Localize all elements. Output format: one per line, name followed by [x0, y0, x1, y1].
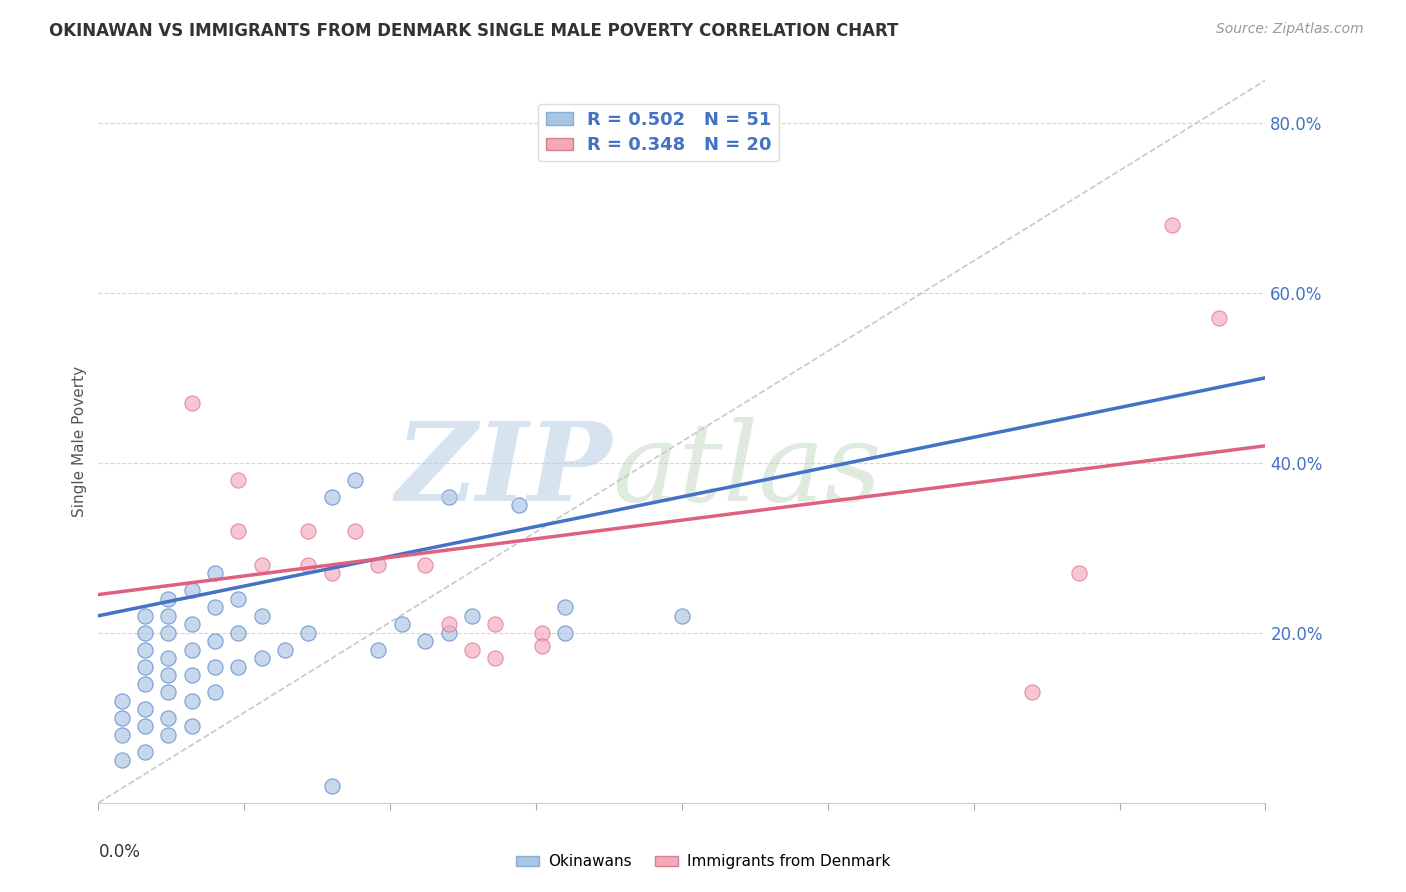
Point	[484, 651, 506, 665]
Point	[134, 642, 156, 657]
Point	[157, 668, 180, 682]
Point	[111, 753, 134, 767]
Text: atlas: atlas	[612, 417, 882, 524]
Point	[554, 600, 576, 615]
Text: ZIP: ZIP	[395, 417, 612, 524]
Point	[180, 396, 202, 410]
Text: 0.0%: 0.0%	[98, 843, 141, 861]
Point	[157, 625, 180, 640]
Point	[297, 558, 319, 572]
Text: OKINAWAN VS IMMIGRANTS FROM DENMARK SINGLE MALE POVERTY CORRELATION CHART: OKINAWAN VS IMMIGRANTS FROM DENMARK SING…	[49, 22, 898, 40]
Point	[134, 745, 156, 759]
Point	[134, 677, 156, 691]
Point	[157, 591, 180, 606]
Point	[134, 625, 156, 640]
Point	[508, 498, 530, 512]
Point	[204, 566, 226, 581]
Point	[274, 642, 297, 657]
Y-axis label: Single Male Poverty: Single Male Poverty	[72, 366, 87, 517]
Point	[367, 642, 389, 657]
Point	[391, 617, 413, 632]
Point	[228, 591, 250, 606]
Point	[180, 719, 202, 733]
Point	[671, 608, 693, 623]
Point	[204, 600, 226, 615]
Point	[111, 728, 134, 742]
Point	[530, 625, 553, 640]
Point	[1067, 566, 1090, 581]
Point	[437, 617, 460, 632]
Point	[228, 660, 250, 674]
Point	[297, 625, 319, 640]
Point	[344, 473, 367, 487]
Point	[180, 583, 202, 598]
Point	[157, 651, 180, 665]
Point	[413, 634, 436, 648]
Point	[134, 719, 156, 733]
Point	[157, 728, 180, 742]
Point	[437, 490, 460, 504]
Legend: Okinawans, Immigrants from Denmark: Okinawans, Immigrants from Denmark	[510, 848, 896, 875]
Point	[297, 524, 319, 538]
Point	[250, 558, 273, 572]
Point	[111, 711, 134, 725]
Point	[111, 694, 134, 708]
Text: Source: ZipAtlas.com: Source: ZipAtlas.com	[1216, 22, 1364, 37]
Point	[437, 625, 460, 640]
Point	[250, 608, 273, 623]
Legend: R = 0.502   N = 51, R = 0.348   N = 20: R = 0.502 N = 51, R = 0.348 N = 20	[538, 103, 779, 161]
Point	[157, 685, 180, 699]
Point	[530, 639, 553, 653]
Point	[413, 558, 436, 572]
Point	[180, 642, 202, 657]
Point	[134, 702, 156, 716]
Point	[180, 617, 202, 632]
Point	[1021, 685, 1043, 699]
Point	[461, 608, 484, 623]
Point	[204, 634, 226, 648]
Point	[321, 566, 343, 581]
Point	[180, 668, 202, 682]
Point	[134, 608, 156, 623]
Point	[228, 524, 250, 538]
Point	[367, 558, 389, 572]
Point	[204, 660, 226, 674]
Point	[461, 642, 484, 657]
Point	[484, 617, 506, 632]
Point	[554, 625, 576, 640]
Point	[228, 473, 250, 487]
Point	[228, 625, 250, 640]
Point	[344, 524, 367, 538]
Point	[157, 711, 180, 725]
Point	[180, 694, 202, 708]
Point	[250, 651, 273, 665]
Point	[1208, 311, 1230, 326]
Point	[134, 660, 156, 674]
Point	[321, 490, 343, 504]
Point	[157, 608, 180, 623]
Point	[321, 779, 343, 793]
Point	[1161, 218, 1184, 232]
Point	[204, 685, 226, 699]
